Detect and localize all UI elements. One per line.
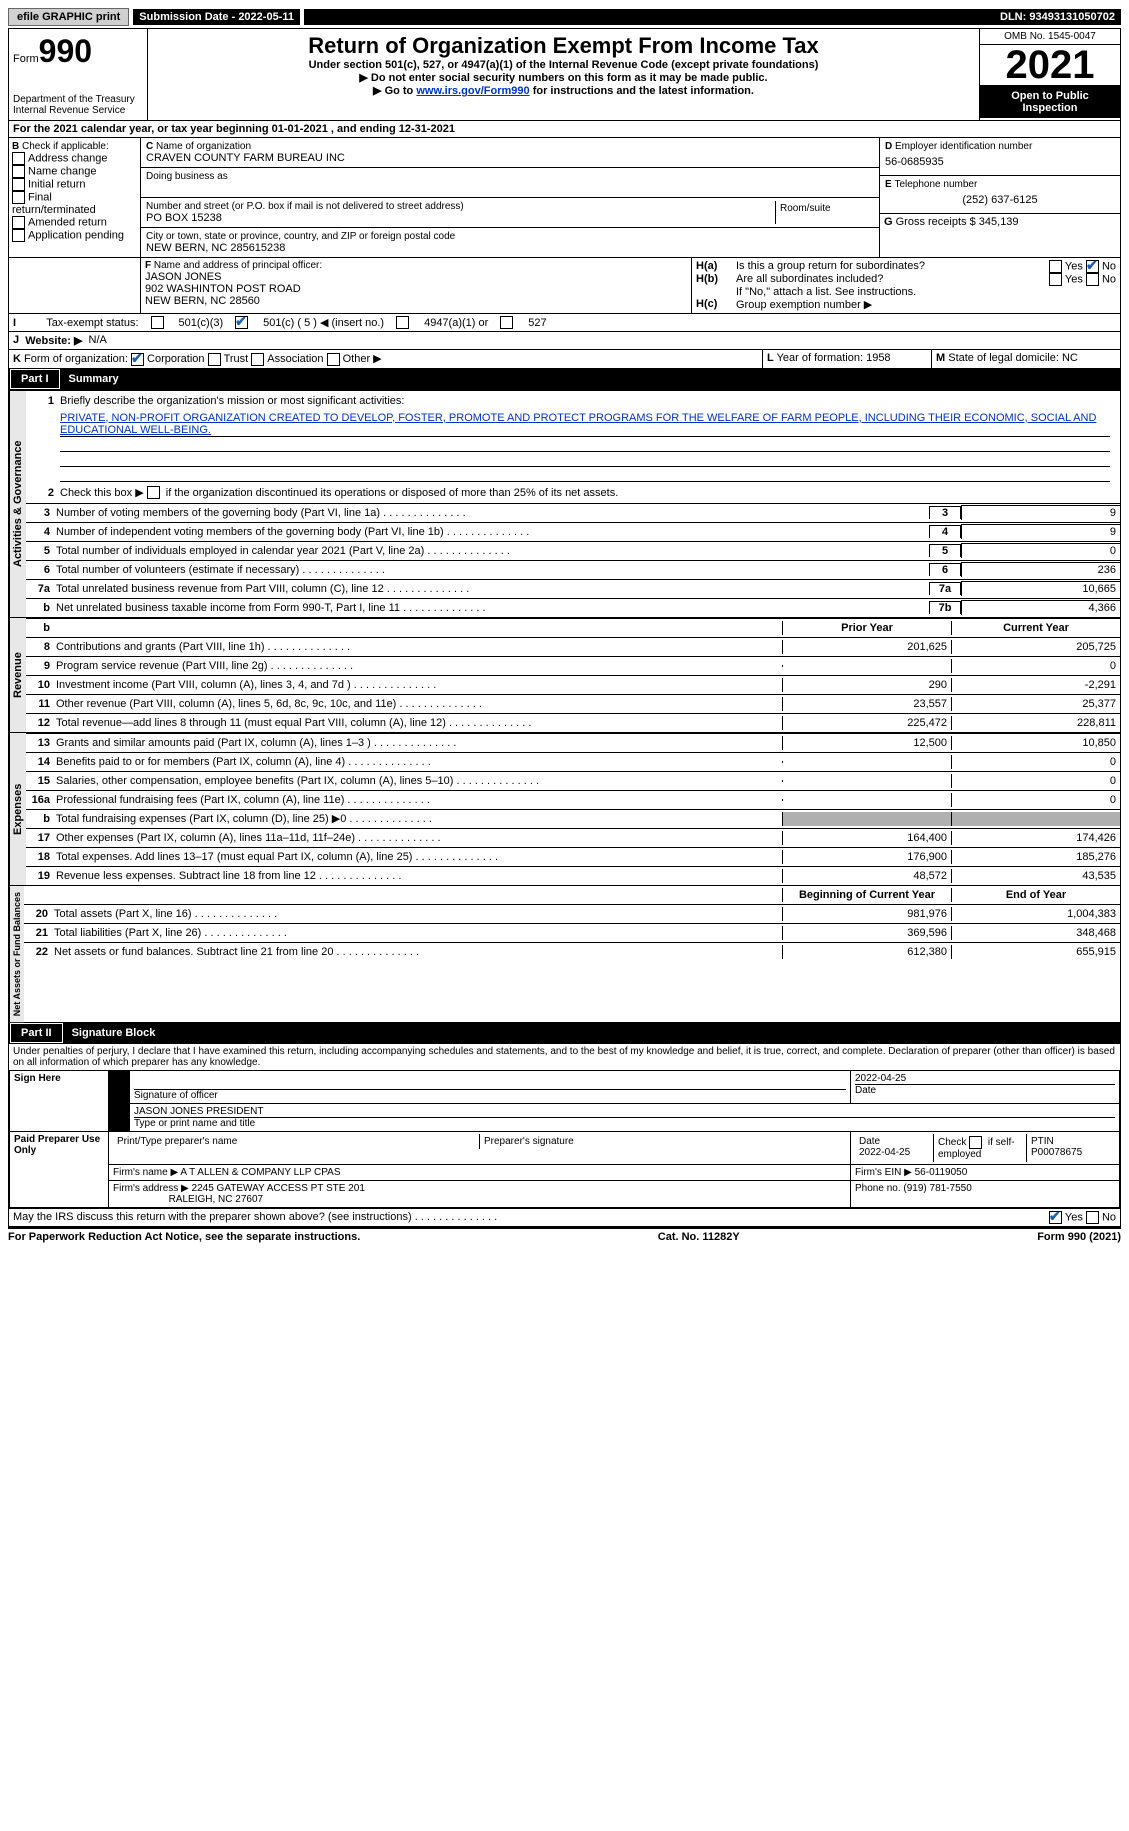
chk-final: Final return/terminated — [12, 191, 137, 216]
form-title: Return of Organization Exempt From Incom… — [152, 33, 975, 59]
arrow-icon — [109, 1070, 130, 1103]
form-sub1: Under section 501(c), 527, or 4947(a)(1)… — [152, 59, 975, 71]
irs-link[interactable]: www.irs.gov/Form990 — [416, 85, 529, 97]
chk-name: Name change — [12, 165, 137, 178]
form-label: Form — [13, 53, 39, 65]
form-sub2: Do not enter social security numbers on … — [152, 71, 975, 84]
net-assets-section: Net Assets or Fund Balances Beginning of… — [9, 885, 1120, 1022]
submission-date: Submission Date - 2022-05-11 — [133, 9, 300, 25]
form-container: Form990 Department of the Treasury Inter… — [8, 28, 1121, 1227]
activities-governance: Activities & Governance 1Briefly describ… — [9, 390, 1120, 617]
signature-table: Sign Here Signature of officer 2022-04-2… — [9, 1070, 1120, 1208]
phone: (252) 637-6125 — [885, 190, 1115, 210]
section-klm: K Form of organization: Corporation Trus… — [9, 349, 1120, 368]
revenue-section: Revenue b Prior Year Current Year 8 Cont… — [9, 617, 1120, 732]
section-i: I Tax-exempt status: 501(c)(3) 501(c) ( … — [9, 313, 1120, 331]
top-toolbar: efile GRAPHIC print Submission Date - 20… — [8, 8, 1121, 26]
chk-address: Address change — [12, 152, 137, 165]
efile-print-button[interactable]: efile GRAPHIC print — [8, 8, 129, 26]
gross-receipts: 345,139 — [979, 216, 1019, 228]
perjury-declaration: Under penalties of perjury, I declare th… — [9, 1044, 1120, 1070]
chk-initial: Initial return — [12, 178, 137, 191]
section-b-to-g: B Check if applicable: Address change Na… — [9, 138, 1120, 257]
city: NEW BERN, NC 285615238 — [146, 242, 874, 254]
org-name: CRAVEN COUNTY FARM BUREAU INC — [146, 152, 874, 164]
arrow-icon — [109, 1103, 130, 1131]
chk-amended: Amended return — [12, 216, 137, 229]
open-to-public: Open to Public Inspection — [980, 86, 1120, 118]
ein: 56-0685935 — [885, 152, 1115, 172]
part1-header: Part I Summary — [9, 368, 1120, 390]
section-a: For the 2021 calendar year, or tax year … — [9, 121, 1120, 138]
chk-pending: Application pending — [12, 229, 137, 242]
officer-name: JASON JONES PRESIDENT — [134, 1106, 1115, 1117]
page-footer: For Paperwork Reduction Act Notice, see … — [8, 1227, 1121, 1243]
discuss-row: May the IRS discuss this return with the… — [9, 1208, 1120, 1226]
section-f-h: F Name and address of principal officer:… — [9, 257, 1120, 313]
street: PO BOX 15238 — [146, 212, 775, 224]
form-sub3: Go to www.irs.gov/Form990 for instructio… — [152, 84, 975, 97]
part2-header: Part II Signature Block — [9, 1022, 1120, 1044]
form-number: 990 — [39, 33, 92, 69]
expenses-section: Expenses 13 Grants and similar amounts p… — [9, 732, 1120, 885]
dept-treasury: Department of the Treasury Internal Reve… — [13, 94, 143, 116]
section-j: J Website: ▶ N/A — [9, 331, 1120, 349]
tax-year: 2021 — [980, 45, 1120, 86]
dln: DLN: 93493131050702 — [304, 9, 1121, 25]
form-header: Form990 Department of the Treasury Inter… — [9, 29, 1120, 121]
